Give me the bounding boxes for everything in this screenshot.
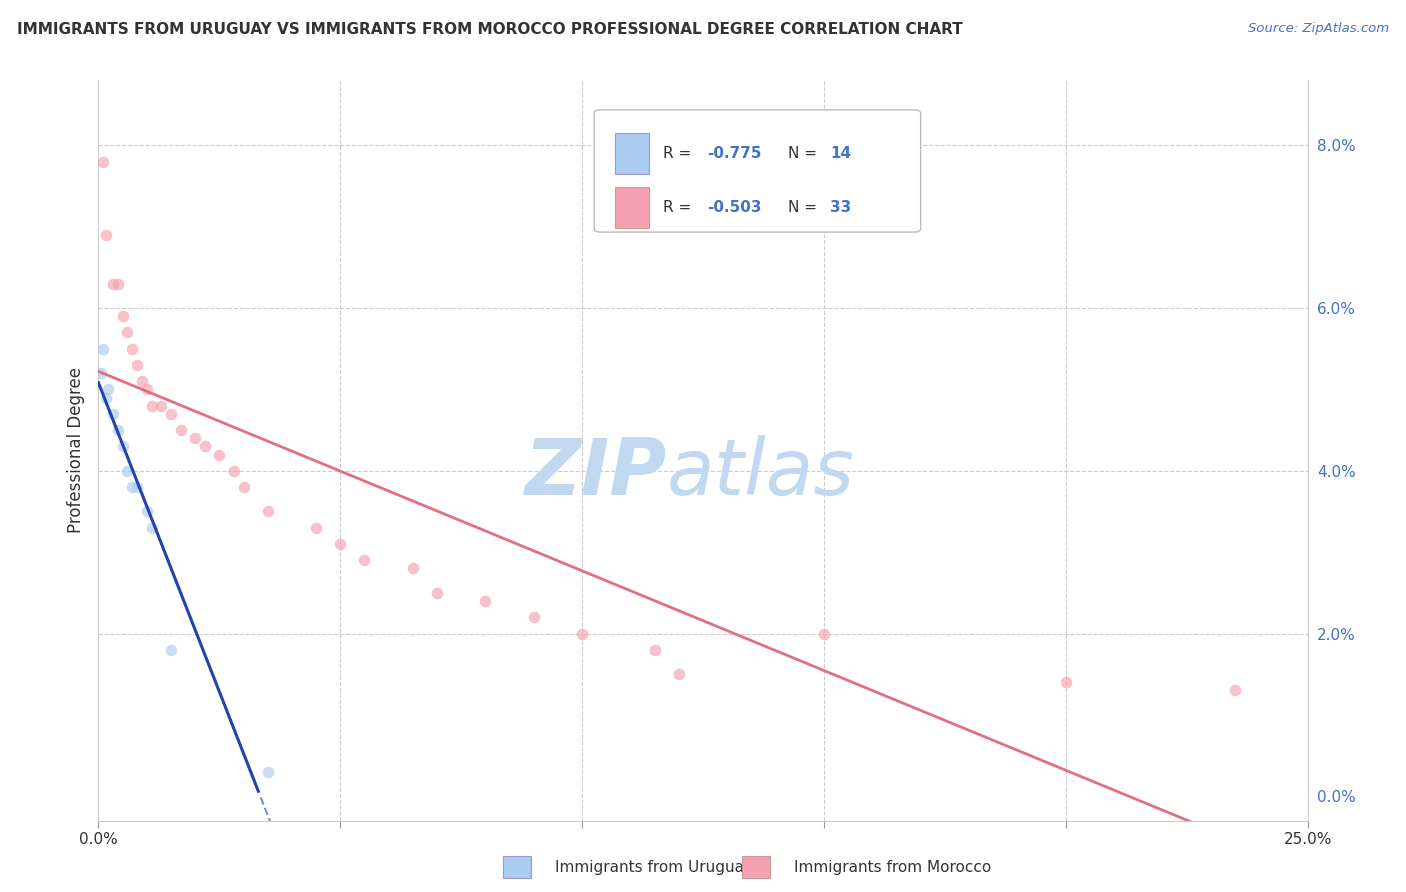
Point [222,464,245,478]
FancyBboxPatch shape [614,187,648,228]
Point [91,154,114,169]
Point [232,480,254,494]
Text: 14: 14 [830,146,851,161]
Point [305,521,328,535]
Point [111,439,134,453]
Point [121,342,143,356]
Text: 33: 33 [830,200,851,215]
Point [184,431,207,445]
Text: -0.775: -0.775 [707,146,761,161]
Point [111,310,134,324]
Point [150,399,173,413]
Point [121,480,143,494]
Text: Source: ZipAtlas.com: Source: ZipAtlas.com [1249,22,1389,36]
Text: N =: N = [787,200,821,215]
Point [107,277,129,291]
Point [107,423,129,437]
Point [1223,683,1246,698]
Text: Immigrants from Uruguay: Immigrants from Uruguay [555,860,754,874]
Point [127,358,149,372]
Text: ZIP: ZIP [524,434,666,511]
Text: IMMIGRANTS FROM URUGUAY VS IMMIGRANTS FROM MOROCCO PROFESSIONAL DEGREE CORRELATI: IMMIGRANTS FROM URUGUAY VS IMMIGRANTS FR… [17,22,963,37]
Point [426,586,449,600]
Y-axis label: Professional Degree: Professional Degree [66,368,84,533]
Point [329,537,352,551]
Point [194,439,217,453]
Point [127,480,149,494]
Point [97,383,120,397]
Point [813,626,835,640]
Text: R =: R = [664,200,696,215]
Point [94,391,117,405]
Point [353,553,375,567]
Point [571,626,593,640]
Point [402,561,425,575]
Point [160,407,183,421]
Point [208,448,231,462]
Text: Immigrants from Morocco: Immigrants from Morocco [794,860,991,874]
Point [668,667,690,681]
Point [169,423,191,437]
Point [117,326,139,340]
Point [474,594,496,608]
Point [131,374,153,388]
Text: -0.503: -0.503 [707,200,761,215]
Point [101,407,124,421]
Point [256,504,278,518]
Point [160,642,183,657]
FancyBboxPatch shape [595,110,921,232]
Point [523,610,546,624]
FancyBboxPatch shape [614,134,648,174]
Point [135,504,157,518]
Text: atlas: atlas [666,434,855,511]
Point [91,342,114,356]
Point [94,227,117,242]
Text: R =: R = [664,146,696,161]
Point [644,642,666,657]
Point [101,277,124,291]
Point [117,464,139,478]
Text: N =: N = [787,146,821,161]
Point [90,366,112,380]
Point [135,383,157,397]
Point [141,521,163,535]
Point [1054,675,1077,690]
Point [141,399,163,413]
Point [256,764,278,779]
